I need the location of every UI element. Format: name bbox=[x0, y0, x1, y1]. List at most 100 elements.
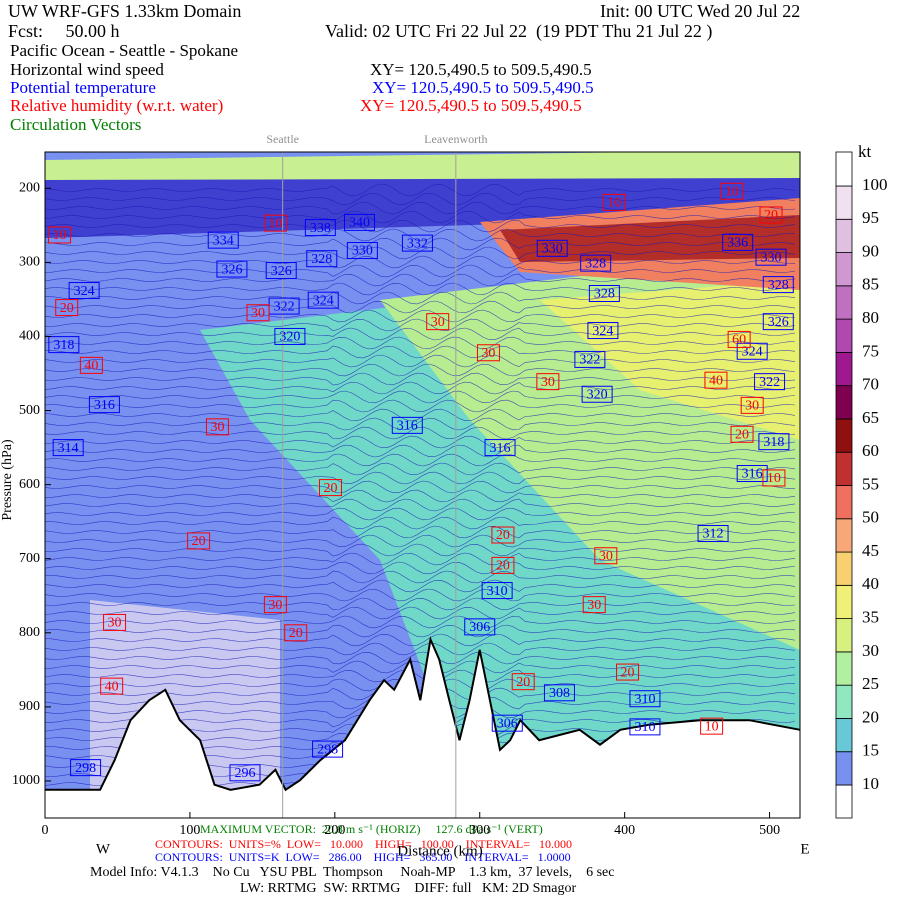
contour-label-box bbox=[704, 371, 728, 389]
contour-label-box bbox=[603, 193, 627, 211]
colorbar-box bbox=[835, 252, 853, 287]
contour-label-box bbox=[727, 330, 751, 348]
colorbar-label: 25 bbox=[862, 674, 879, 693]
contour-texture bbox=[45, 309, 796, 323]
colorbar-unit: kt bbox=[858, 142, 872, 161]
colorbar-box bbox=[835, 584, 853, 620]
contour-texture bbox=[45, 525, 796, 539]
contour-label-box bbox=[484, 439, 516, 457]
colorbar-box bbox=[835, 751, 853, 786]
contour-label-box bbox=[616, 663, 640, 681]
contour-label: 30 bbox=[587, 598, 601, 613]
contour-label: 30 bbox=[210, 420, 224, 435]
contour-label-box bbox=[187, 532, 211, 550]
contour-texture bbox=[45, 390, 796, 404]
contour-label: 30 bbox=[599, 549, 613, 564]
contour-label: 328 bbox=[311, 252, 332, 267]
contour-label: 320 bbox=[279, 330, 300, 345]
contour-texture bbox=[45, 417, 796, 431]
colorbar-box bbox=[835, 485, 853, 520]
header-text: Circulation Vectors bbox=[10, 115, 141, 134]
contour-label: 10 bbox=[725, 184, 739, 199]
contour-label: 10 bbox=[767, 471, 781, 486]
contour-texture bbox=[45, 210, 796, 224]
contour-texture bbox=[45, 300, 796, 314]
contour-texture bbox=[45, 291, 796, 305]
contour-label: 318 bbox=[763, 435, 784, 450]
contour-label: 328 bbox=[768, 278, 789, 293]
colorbar-box bbox=[835, 318, 853, 353]
contour-label-box bbox=[491, 556, 515, 574]
contour-label: 30 bbox=[268, 598, 282, 613]
y-tick-label: 700 bbox=[19, 551, 40, 566]
fill-region bbox=[45, 152, 800, 182]
contour-label: 20 bbox=[323, 481, 337, 496]
colorbar-box bbox=[835, 351, 853, 387]
contour-label-box bbox=[318, 479, 342, 497]
colorbar-label: 90 bbox=[862, 241, 879, 260]
colorbar-box bbox=[835, 518, 853, 553]
y-tick-label: 600 bbox=[19, 477, 40, 492]
contour-label: 298 bbox=[317, 742, 338, 757]
contour-texture bbox=[45, 660, 796, 674]
header-text: XY= 120.5,490.5 to 509.5,490.5 bbox=[370, 60, 592, 79]
contour-label: 20 bbox=[289, 626, 303, 641]
contour-texture bbox=[45, 534, 796, 548]
contour-label-box bbox=[580, 254, 612, 272]
contour-texture bbox=[45, 624, 796, 638]
contour-label-box bbox=[55, 299, 79, 317]
location-label: Seattle bbox=[266, 132, 299, 146]
colorbar-box bbox=[835, 451, 853, 486]
y-tick-label: 300 bbox=[19, 255, 40, 270]
contour-label: 322 bbox=[274, 299, 295, 314]
contour-label-box bbox=[697, 525, 729, 543]
colorbar-label: 70 bbox=[862, 375, 879, 394]
header-text: UW WRF-GFS 1.33km Domain bbox=[8, 1, 241, 21]
colorbar-box bbox=[835, 218, 853, 253]
contour-label: 338 bbox=[310, 221, 331, 236]
contour-texture bbox=[45, 426, 796, 440]
colorbar-label: 95 bbox=[862, 208, 879, 227]
contour-label-box bbox=[426, 313, 450, 331]
contour-label: 336 bbox=[727, 236, 748, 251]
contour-label-box bbox=[588, 284, 620, 302]
colorbar-box bbox=[835, 551, 853, 586]
colorbar-label: 40 bbox=[862, 574, 879, 593]
colorbar-label: 55 bbox=[862, 474, 879, 493]
wind-fill bbox=[45, 152, 800, 818]
contour-label: 316 bbox=[397, 419, 418, 434]
footer-text: CONTOURS: UNITS=% LOW= 10.000 HIGH= 100.… bbox=[155, 837, 572, 851]
x-tick-label: 500 bbox=[759, 823, 780, 838]
contour-label-box bbox=[754, 373, 786, 391]
contour-texture bbox=[45, 435, 796, 449]
contour-texture bbox=[45, 498, 796, 512]
contour-label-box bbox=[476, 344, 500, 362]
contour-texture bbox=[45, 408, 796, 422]
contour-texture bbox=[45, 597, 796, 611]
contour-label-box bbox=[543, 684, 575, 702]
header-text: Potential temperature bbox=[10, 78, 156, 97]
colorbar-box bbox=[835, 151, 853, 187]
contour-texture bbox=[45, 318, 796, 332]
contour-label: 320 bbox=[587, 387, 608, 402]
footer-text: Distance (km) bbox=[397, 843, 482, 859]
colorbar-box bbox=[835, 718, 853, 753]
contour-label-box bbox=[79, 356, 103, 374]
contour-label-box bbox=[762, 313, 794, 331]
marks: UW WRF-GFS 1.33km Domain Init: 00 UTC Wed… bbox=[8, 1, 800, 818]
contour-label: 60 bbox=[732, 333, 746, 348]
contour-label: 20 bbox=[192, 534, 206, 549]
contour-label-box bbox=[629, 690, 661, 708]
footer-text: LW: RRTMG SW: RRTMG DIFF: full KM: 2D Sm… bbox=[240, 881, 576, 896]
contour-texture bbox=[45, 336, 796, 350]
contour-label: 20 bbox=[496, 528, 510, 543]
contour-label-box bbox=[312, 740, 344, 758]
contour-label-box bbox=[491, 526, 515, 544]
x-tick-label: 400 bbox=[614, 823, 635, 838]
contour-texture bbox=[45, 381, 796, 395]
contour-label: 306 bbox=[497, 716, 518, 731]
y-tick-label: 500 bbox=[19, 403, 40, 418]
contour-label-box bbox=[574, 350, 606, 368]
footer-text: E bbox=[800, 841, 809, 857]
